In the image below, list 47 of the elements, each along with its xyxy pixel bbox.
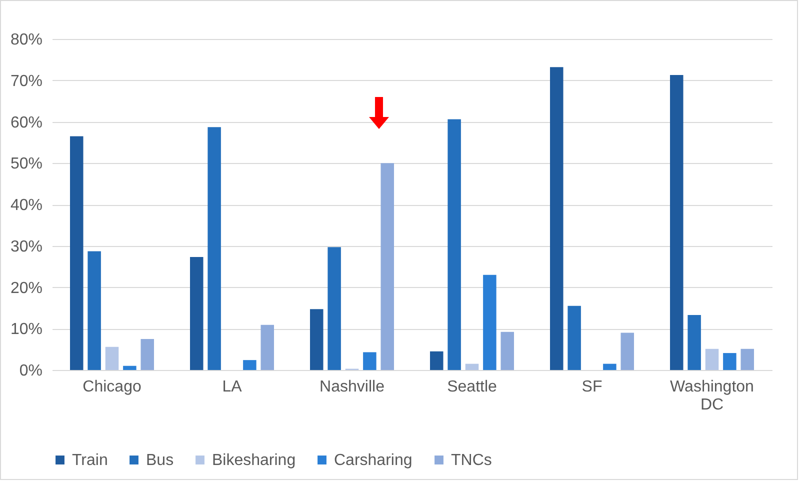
bar [705,348,719,370]
y-tick-label: 60% [10,114,42,132]
x-tick-label: LA [222,378,242,396]
bar [70,136,84,370]
y-tick-label: 40% [10,197,42,214]
bar [380,163,394,370]
bar [88,251,101,370]
bar [260,324,274,370]
x-tick-label: SF [582,378,602,396]
x-tick-label: Seattle [447,378,498,396]
bar [190,257,204,370]
bar [328,247,341,370]
x-tick-label: Washington DC [670,378,754,414]
bar [465,364,479,370]
bar [430,351,444,370]
y-tick-label: 20% [10,280,42,297]
bar [483,274,496,370]
bar [620,332,634,370]
y-tick-label: 0% [19,362,42,380]
bar [670,74,684,370]
bar [568,306,581,370]
x-tick-label: Chicago [82,378,142,396]
y-tick-label: 80% [10,32,42,48]
bar [550,67,564,370]
bar [123,366,136,370]
legend-label: TNCs [451,452,492,469]
y-tick-label: 30% [10,238,42,256]
bar [208,127,221,370]
x-tick-label: Nashville [320,378,385,396]
bar [500,332,514,370]
y-tick-label: 10% [10,321,42,338]
legend-label: Bikesharing [212,452,296,469]
bar [243,360,256,370]
legend-label: Train [72,452,108,469]
y-tick-label: 50% [10,156,42,173]
bar [740,348,754,370]
legend-label: Carsharing [334,452,412,469]
bar [105,346,119,370]
legend-label: Bus [146,452,174,469]
bar [140,338,154,370]
bar [310,309,324,370]
bar [688,314,701,370]
bar [603,364,616,370]
bar [448,119,461,370]
y-tick-label: 70% [10,72,42,90]
bar [723,353,736,370]
bar [363,352,376,370]
